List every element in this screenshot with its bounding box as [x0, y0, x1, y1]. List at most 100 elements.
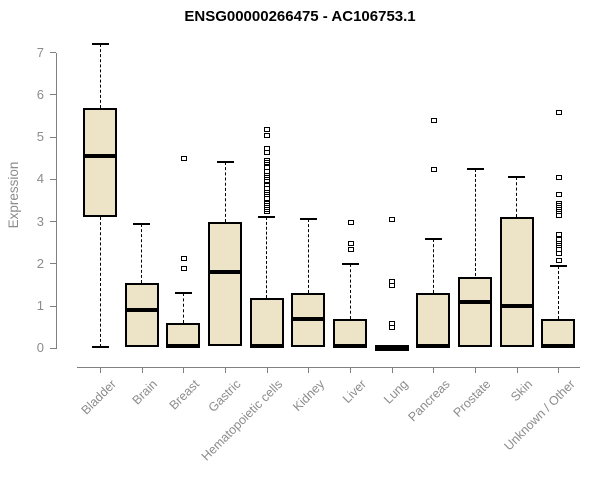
upper-whisker-cap-gastric: [216, 161, 234, 164]
upper-whisker-unknown-other: [557, 265, 559, 319]
x-tick: [558, 367, 560, 373]
median-line-brain: [124, 308, 159, 313]
outlier-point-unknown-other: [555, 192, 562, 198]
box-liver: [333, 318, 368, 348]
outlier-point-lung: [389, 217, 396, 223]
median-line-kidney: [291, 316, 326, 321]
y-tick-label: 1: [36, 298, 44, 314]
x-tick: [141, 367, 143, 373]
upper-whisker-cap-brain: [133, 222, 151, 225]
median-line-skin: [499, 304, 534, 309]
upper-whisker-cap-kidney: [299, 218, 317, 221]
y-tick: [50, 52, 56, 54]
lower-whisker-bladder: [99, 217, 101, 348]
upper-whisker-cap-skin: [508, 176, 526, 179]
y-tick: [50, 94, 56, 96]
outlier-point-unknown-other: [555, 257, 562, 263]
outlier-point-breast: [180, 255, 187, 261]
box-bladder: [83, 107, 117, 218]
box-unknown-other: [541, 318, 576, 348]
x-tick: [100, 367, 101, 373]
chart-title: ENSG00000266475 - AC106753.1: [184, 8, 416, 25]
y-tick-label: 2: [36, 255, 44, 271]
y-tick-label: 3: [36, 213, 44, 229]
outlier-point-pancreas: [430, 118, 437, 124]
median-line-hematopoietic-cells: [249, 344, 284, 349]
upper-whisker-breast: [182, 293, 184, 323]
outlier-point-lung: [389, 325, 396, 331]
upper-whisker-prostate: [474, 168, 476, 277]
y-tick-label: 4: [36, 171, 44, 187]
upper-whisker-cap-unknown-other: [549, 264, 567, 267]
y-tick-label: 5: [36, 129, 44, 145]
outlier-point-liver: [347, 240, 354, 246]
upper-whisker-kidney: [307, 219, 309, 294]
y-tick: [50, 178, 56, 180]
box-skin: [499, 217, 534, 348]
y-tick: [50, 305, 56, 307]
x-tick: [308, 367, 310, 373]
upper-whisker-cap-prostate: [466, 167, 484, 170]
median-line-unknown-other: [541, 344, 576, 349]
y-tick: [50, 263, 56, 265]
upper-whisker-cap-bladder: [91, 43, 109, 46]
outlier-point-liver: [347, 247, 354, 253]
x-axis-label-brain: Brain: [130, 377, 161, 408]
median-line-bladder: [83, 154, 117, 159]
box-pancreas: [416, 293, 451, 348]
outlier-point-hematopoietic-cells: [264, 126, 271, 132]
median-line-liver: [333, 344, 368, 349]
outlier-point-breast: [180, 266, 187, 272]
x-axis-label-pancreas: Pancreas: [405, 377, 453, 425]
lower-whisker-cap-bladder: [91, 346, 109, 349]
y-tick-label: 0: [36, 340, 44, 356]
x-tick: [475, 367, 477, 373]
outlier-point-liver: [347, 219, 354, 225]
x-axis-label-kidney: Kidney: [290, 377, 328, 414]
y-axis-line: [56, 52, 57, 350]
upper-whisker-skin: [516, 177, 518, 218]
x-axis-label-breast: Breast: [166, 377, 203, 413]
outlier-point-hematopoietic-cells: [264, 149, 271, 155]
box-hematopoietic-cells: [249, 297, 284, 348]
y-tick: [50, 347, 56, 349]
outlier-point-unknown-other: [555, 251, 562, 257]
outlier-point-breast: [180, 156, 187, 162]
median-line-lung: [374, 345, 409, 350]
outlier-point-unknown-other: [555, 213, 562, 219]
upper-whisker-bladder: [99, 44, 101, 108]
x-tick: [266, 367, 268, 373]
x-axis-label-gastric: Gastric: [206, 377, 244, 415]
upper-whisker-liver: [349, 263, 351, 319]
x-axis-label-skin: Skin: [508, 377, 536, 405]
x-axis-label-lung: Lung: [381, 377, 411, 407]
y-tick-label: 6: [36, 86, 44, 102]
x-axis-label-hematopoietic-cells: Hematopoietic cells: [199, 377, 286, 464]
y-tick-label: 7: [36, 44, 44, 60]
outlier-point-hematopoietic-cells: [264, 209, 271, 215]
upper-whisker-cap-pancreas: [424, 237, 442, 240]
outlier-point-unknown-other: [555, 109, 562, 115]
box-brain: [124, 282, 159, 348]
median-line-gastric: [208, 270, 242, 275]
x-axis-label-liver: Liver: [339, 377, 369, 407]
box-gastric: [208, 221, 242, 347]
x-axis-label-bladder: Bladder: [78, 377, 119, 418]
upper-whisker-hematopoietic-cells: [266, 217, 268, 298]
median-line-prostate: [458, 299, 493, 304]
upper-whisker-cap-breast: [174, 292, 192, 295]
upper-whisker-cap-hematopoietic-cells: [258, 216, 276, 219]
x-tick: [350, 367, 352, 373]
median-line-pancreas: [416, 344, 451, 349]
x-tick: [433, 367, 435, 373]
outlier-point-hematopoietic-cells: [264, 133, 271, 139]
outlier-point-pancreas: [430, 166, 437, 172]
upper-whisker-gastric: [224, 162, 226, 222]
x-axis-label-prostate: Prostate: [451, 377, 494, 420]
upper-whisker-brain: [141, 223, 143, 283]
x-tick: [225, 367, 226, 373]
upper-whisker-pancreas: [432, 238, 434, 294]
outlier-point-lung: [389, 282, 396, 288]
